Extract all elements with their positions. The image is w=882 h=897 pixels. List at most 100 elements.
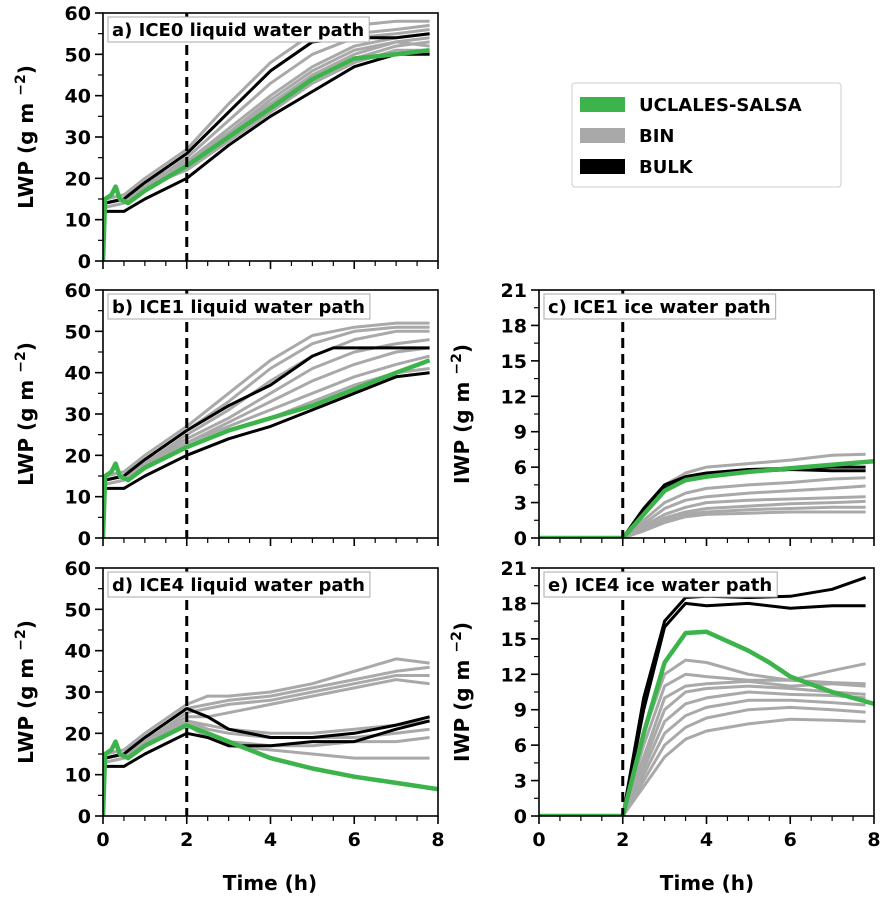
- bin-series-line: [539, 698, 866, 816]
- y-tick-label: 60: [65, 558, 91, 580]
- panel-title: d) ICE4 liquid water path: [107, 571, 371, 598]
- bin-series-line: [539, 717, 866, 816]
- salsa-series-line: [103, 47, 430, 261]
- x-tick-label: 4: [700, 829, 713, 851]
- panel-title-text: c) ICE1 ice water path: [548, 297, 771, 318]
- bin-series-line: [103, 23, 430, 261]
- panel-title-box: [107, 293, 371, 320]
- y-tick-label: 0: [514, 806, 527, 828]
- x-tick-label: 0: [532, 829, 545, 851]
- legend-swatch: [580, 128, 625, 143]
- panel-title: e) ICE4 ice water path: [543, 571, 778, 598]
- y-tick-label: 50: [65, 321, 91, 343]
- y-tick-label: 30: [65, 404, 91, 426]
- x-tick-label: 8: [867, 829, 880, 851]
- y-tick-label: 30: [65, 682, 91, 704]
- axes-frame: [102, 12, 439, 262]
- y-tick-label: 18: [501, 593, 527, 615]
- panel-title-text: e) ICE4 ice water path: [548, 575, 772, 596]
- y-tick-label: 0: [514, 528, 527, 550]
- x-tick-label: 4: [264, 829, 277, 851]
- x-tick-label: 6: [348, 829, 361, 851]
- salsa-series-line: [103, 358, 431, 538]
- y-tick-label: 6: [514, 735, 527, 757]
- bin-series-line: [539, 705, 866, 816]
- y-tick-label: 40: [65, 641, 91, 663]
- y-tick-label: 60: [65, 3, 91, 25]
- panel-title-text: b) ICE1 liquid water path: [112, 297, 365, 318]
- bulk-series-line: [539, 575, 867, 816]
- bulk-series-line: [539, 601, 866, 816]
- panel-title-box: [543, 293, 777, 320]
- x-axis-label-right: Time (h): [660, 871, 754, 895]
- bin-series-line: [539, 510, 866, 538]
- plot-area: [103, 321, 431, 538]
- panel-c: 0 3 6 9 12 15 18 21 IWP (g m −2) c) ICE1 ice wate…: [449, 280, 875, 550]
- y-tick-label: 40: [65, 86, 91, 108]
- y-tick-label: 40: [65, 363, 91, 385]
- bin-series-line: [539, 684, 866, 816]
- bulk-series-line: [103, 52, 430, 261]
- y-tick-label: 60: [65, 280, 91, 302]
- legend-swatch: [580, 159, 625, 174]
- panel-title-box: [543, 571, 778, 598]
- salsa-series-line: [103, 722, 438, 816]
- y-tick-label: 3: [514, 771, 527, 793]
- bulk-series-line: [103, 707, 430, 816]
- plot-area: [539, 452, 874, 538]
- salsa-series-line: [539, 458, 874, 538]
- y-axis-label: IWP (g m −2): [449, 344, 474, 484]
- legend-label: BULK: [639, 157, 694, 178]
- y-tick-label: 21: [501, 558, 527, 580]
- y-axis-label: LWP (g m −2): [13, 65, 38, 209]
- y-tick-label: 12: [501, 386, 527, 408]
- y-tick-label: 12: [501, 664, 527, 686]
- bin-series-line: [103, 48, 430, 261]
- y-tick-label: 18: [501, 315, 527, 337]
- bulk-series-line: [103, 719, 430, 816]
- y-tick-label: 6: [514, 457, 527, 479]
- bin-series-line: [103, 325, 430, 538]
- bin-series-line: [103, 28, 430, 261]
- panel-a: 0 10 20 30 40 50 60 LWP (g m −2) a) ICE0 liquid …: [13, 3, 439, 273]
- panel-title: a) ICE0 liquid water path: [107, 16, 370, 43]
- bin-series-line: [103, 346, 430, 538]
- y-tick-label: 9: [514, 700, 527, 722]
- panel-title-box: [107, 16, 370, 43]
- y-tick-label: 15: [501, 351, 527, 373]
- legend-label: UCLALES-SALSA: [639, 95, 802, 116]
- legend-box: [571, 82, 842, 188]
- y-tick-label: 10: [65, 210, 91, 232]
- legend-label: BIN: [639, 126, 674, 147]
- panel-title-box: [107, 571, 371, 598]
- y-tick-label: 0: [78, 806, 91, 828]
- y-tick-label: 15: [501, 629, 527, 651]
- y-tick-label: 10: [65, 487, 91, 509]
- x-tick-label: 6: [784, 829, 797, 851]
- bulk-series-line: [103, 371, 430, 538]
- y-tick-label: 0: [78, 528, 91, 550]
- x-tick-label: 2: [616, 829, 629, 851]
- panel-e: 0 3 6 9 12 15 18 21 0 2 4 6 8 IWP (g m −2) e) ICE4 ice…: [449, 558, 881, 851]
- y-tick-label: 50: [65, 599, 91, 621]
- y-tick-label: 20: [65, 445, 91, 467]
- x-tick-label: 2: [180, 829, 193, 851]
- y-tick-label: 21: [501, 280, 527, 302]
- axes-frame: [538, 289, 875, 539]
- y-axis-label: LWP (g m −2): [13, 620, 38, 764]
- panel-title-text: a) ICE0 liquid water path: [112, 20, 364, 41]
- panel-title-text: d) ICE4 liquid water path: [112, 575, 365, 596]
- legend: UCLALES-SALSA BIN BULK: [571, 82, 842, 188]
- y-tick-label: 20: [65, 723, 91, 745]
- y-axis-label: LWP (g m −2): [13, 342, 38, 486]
- panel-title: b) ICE1 liquid water path: [107, 293, 371, 320]
- legend-swatch: [580, 97, 625, 112]
- plot-area: [539, 575, 874, 816]
- y-tick-label: 0: [78, 251, 91, 273]
- bin-series-line: [103, 36, 430, 261]
- plot-area: [103, 19, 430, 261]
- y-tick-label: 20: [65, 168, 91, 190]
- y-tick-label: 3: [514, 493, 527, 515]
- y-tick-label: 9: [514, 422, 527, 444]
